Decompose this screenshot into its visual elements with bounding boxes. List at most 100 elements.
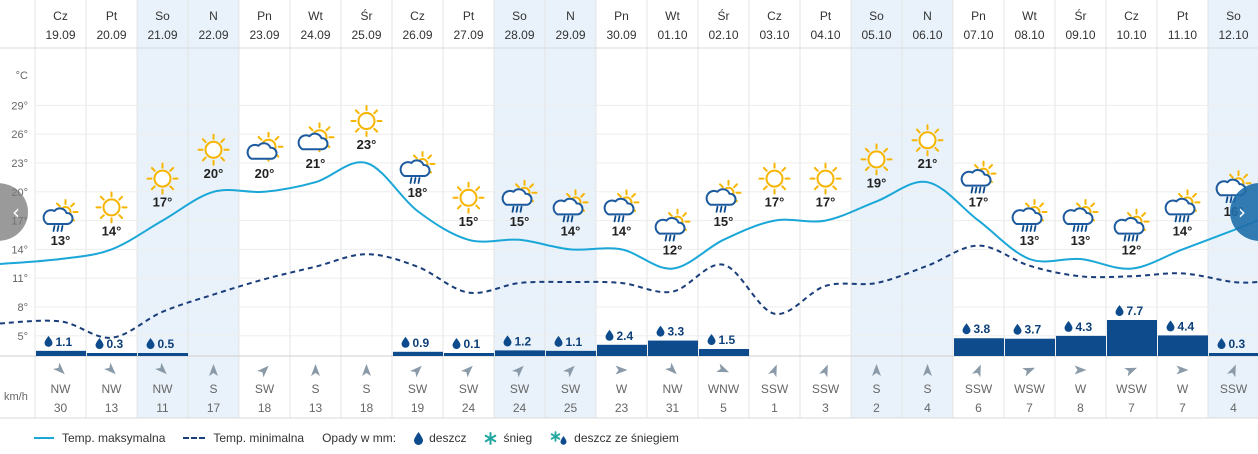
wind-arrow-icon xyxy=(819,364,828,378)
sun-ray xyxy=(456,204,462,210)
wind-direction: W xyxy=(1075,382,1087,396)
y-tick-label: 29° xyxy=(11,100,28,112)
precip-label: 0.3 xyxy=(107,337,124,351)
wind-direction: SSW xyxy=(965,382,993,396)
sun-ray xyxy=(325,126,331,132)
snowflake-icon xyxy=(485,431,497,445)
precip-label: 1.5 xyxy=(719,333,736,347)
sun-cloud-heavy-rain-icon xyxy=(1113,208,1150,242)
wind-arrow-icon xyxy=(53,362,65,375)
sun-ray xyxy=(529,183,534,189)
rain-streak xyxy=(417,177,421,184)
y-tick-label: 23° xyxy=(11,158,28,170)
tmax-label: 12° xyxy=(1122,243,1142,258)
chart-legend: Temp. maksymalna Temp. minimalna Opady w… xyxy=(34,428,697,448)
sun-ray xyxy=(456,186,462,192)
rain-streak xyxy=(1127,234,1131,242)
wind-arrow-icon xyxy=(512,365,524,378)
precip-bar xyxy=(546,350,596,356)
sun-ray xyxy=(1025,202,1030,208)
sun-ray xyxy=(668,212,673,217)
raindrop-icon xyxy=(401,336,410,348)
chevron-left-icon: ‹ xyxy=(12,200,20,224)
tmax-line xyxy=(0,161,1258,270)
wind-speed: 7 xyxy=(1026,401,1033,415)
sun-ray xyxy=(201,156,207,162)
sun-cloud-rain-icon xyxy=(552,189,589,223)
cloud-shape xyxy=(42,207,74,225)
wind-direction: NW xyxy=(102,382,123,396)
precip-label: 3.8 xyxy=(974,322,991,336)
wind-arrow-icon xyxy=(923,364,932,376)
precip-label: 1.2 xyxy=(515,334,532,348)
sun-ray xyxy=(915,128,921,134)
sun-cloud-rain-icon xyxy=(501,179,538,213)
cloud-shape xyxy=(960,169,992,187)
wind-speed: 7 xyxy=(1128,401,1135,415)
raindrop-icon xyxy=(95,338,104,349)
rain-streak xyxy=(1131,234,1135,242)
day-name: Cz xyxy=(410,9,425,23)
sun-ray xyxy=(719,183,724,189)
sun-ray xyxy=(1192,192,1197,198)
y-tick-label: 11° xyxy=(12,273,28,285)
wind-arrow-icon xyxy=(768,364,777,378)
tmax-label: 17° xyxy=(153,195,173,210)
wind-speed: 11 xyxy=(156,401,169,415)
sun-ray xyxy=(220,156,226,162)
rain-streak xyxy=(719,205,723,213)
rain-streak xyxy=(1029,225,1033,232)
wind-arrow-icon xyxy=(1074,365,1087,375)
wind-direction: SSW xyxy=(1220,382,1248,396)
rain-streak xyxy=(723,205,727,213)
sun-disc xyxy=(867,150,886,169)
sun-ray xyxy=(515,183,520,189)
sun-ray xyxy=(934,128,940,134)
precip-label: 1.1 xyxy=(56,335,73,349)
legend-label-rain: deszcz xyxy=(429,431,467,445)
tmax-label: 13° xyxy=(1020,233,1040,248)
sun-ray xyxy=(631,192,636,198)
raindrop-icon xyxy=(1064,320,1073,332)
precip-bar xyxy=(495,350,545,356)
y-unit-label: °C xyxy=(16,70,28,82)
wind-direction: WSW xyxy=(1014,382,1045,396)
sun-ray xyxy=(1127,212,1132,217)
sun-ray xyxy=(475,204,481,210)
precip-bar xyxy=(1056,335,1106,356)
wind-arrow-icon xyxy=(209,364,218,376)
cloud-shape xyxy=(501,188,533,206)
legend-label-tmin: Temp. minimalna xyxy=(213,431,305,445)
tmax-label: 21° xyxy=(306,156,326,171)
day-date: 27.09 xyxy=(453,28,483,42)
sun-ray xyxy=(1243,173,1248,179)
wind-arrow-icon xyxy=(1124,367,1138,377)
precip-bar xyxy=(87,353,137,356)
wind-direction: NW xyxy=(153,382,174,396)
sun-icon xyxy=(197,133,230,166)
sun-ray xyxy=(934,146,940,152)
wind-direction: W xyxy=(1177,382,1189,396)
sun-ray xyxy=(1090,202,1095,208)
rain-streak xyxy=(1072,225,1076,232)
tmax-label: 12° xyxy=(663,243,683,258)
sun-icon xyxy=(146,162,179,195)
legend-label-snow: śnieg xyxy=(503,431,533,445)
tmax-label: 14° xyxy=(612,223,632,238)
wind-speed: 24 xyxy=(513,401,527,415)
precip-label: 0.5 xyxy=(158,337,175,351)
wind-speed: 13 xyxy=(105,401,119,415)
rain-streak xyxy=(982,186,986,194)
sun-ray xyxy=(580,192,585,198)
tmin-line xyxy=(0,244,1258,339)
wind-direction: SSW xyxy=(761,382,789,396)
rain-streak xyxy=(1084,225,1088,232)
rain-streak xyxy=(1182,215,1186,223)
wind-speed: 30 xyxy=(54,401,68,415)
wind-arrow-icon xyxy=(155,362,167,375)
day-date: 29.09 xyxy=(555,28,585,42)
raindrop-icon xyxy=(554,335,563,347)
wind-arrow-icon xyxy=(410,365,422,378)
wind-direction: S xyxy=(311,382,319,396)
sun-disc xyxy=(204,140,223,159)
